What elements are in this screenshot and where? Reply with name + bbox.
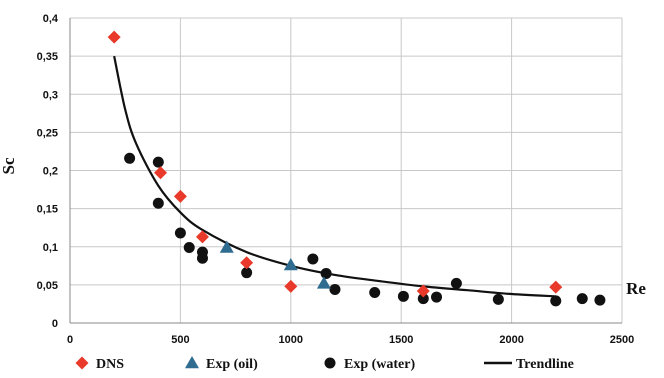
y-tick-label: 0,25 — [37, 127, 58, 139]
x-tick-label: 2500 — [610, 334, 634, 346]
point-exp-water — [241, 267, 253, 279]
point-exp-water — [152, 197, 164, 209]
x-tick-label: 0 — [67, 334, 73, 346]
point-exp-water — [196, 252, 208, 264]
legend-label-trendline: Trendline — [516, 357, 574, 372]
point-exp-water — [320, 267, 332, 279]
point-exp-water — [492, 293, 504, 305]
y-tick-label: 0,3 — [43, 89, 58, 101]
y-tick-label: 0,2 — [43, 166, 58, 178]
point-exp-water — [124, 152, 136, 164]
point-exp-water — [329, 283, 341, 295]
gridlines — [69, 17, 623, 324]
point-exp-water — [307, 253, 319, 265]
point-exp-water — [397, 290, 409, 302]
point-dns — [240, 256, 254, 270]
point-exp-water — [174, 227, 186, 239]
point-exp-water — [417, 293, 429, 305]
x-tick-label: 2000 — [499, 334, 523, 346]
point-exp-water — [183, 242, 195, 254]
point-exp-water — [431, 291, 443, 303]
point-exp-water — [152, 156, 164, 168]
y-tick-label: 0,1 — [43, 242, 58, 254]
data-markers — [107, 30, 606, 307]
trendline — [113, 55, 556, 298]
point-exp-oil — [283, 258, 298, 271]
legend-marker-exp-oil — [185, 356, 199, 369]
point-dns — [107, 30, 121, 44]
point-exp-water — [369, 287, 381, 298]
trendline-path — [113, 55, 556, 298]
y-axis-title: Sc — [0, 157, 18, 174]
point-dns — [173, 189, 187, 203]
x-axis-title: Re — [626, 279, 646, 298]
x-axis-ticks: 0 500 1000 1500 2000 2500 — [67, 334, 634, 346]
point-exp-oil — [316, 276, 331, 289]
x-tick-label: 1000 — [279, 334, 303, 346]
y-axis-ticks: 0 0,05 0,1 0,15 0,2 0,25 0,3 0,35 0,4 — [37, 13, 59, 330]
legend: DNS Exp (oil) Exp (water) Trendline — [75, 356, 574, 372]
legend-marker-exp-water — [324, 357, 336, 369]
y-tick-label: 0 — [52, 318, 58, 330]
x-tick-label: 500 — [171, 334, 189, 346]
point-dns — [416, 284, 430, 298]
point-dns — [154, 166, 168, 180]
point-exp-water — [550, 295, 562, 307]
point-dns — [549, 280, 563, 294]
legend-label-exp-oil: Exp (oil) — [206, 357, 258, 372]
point-exp-oil — [219, 240, 234, 253]
x-tick-label: 1500 — [389, 334, 413, 346]
y-tick-label: 0,05 — [37, 280, 58, 292]
point-exp-water — [594, 294, 606, 306]
y-tick-label: 0,35 — [37, 51, 58, 63]
point-exp-water — [450, 277, 462, 289]
point-dns — [284, 279, 298, 293]
legend-label-dns: DNS — [96, 357, 124, 372]
legend-marker-dns — [75, 356, 89, 370]
point-exp-water — [576, 293, 588, 305]
y-tick-label: 0,4 — [43, 13, 59, 25]
point-dns — [195, 230, 209, 244]
legend-label-exp-water: Exp (water) — [344, 357, 415, 372]
y-tick-label: 0,15 — [37, 204, 58, 216]
